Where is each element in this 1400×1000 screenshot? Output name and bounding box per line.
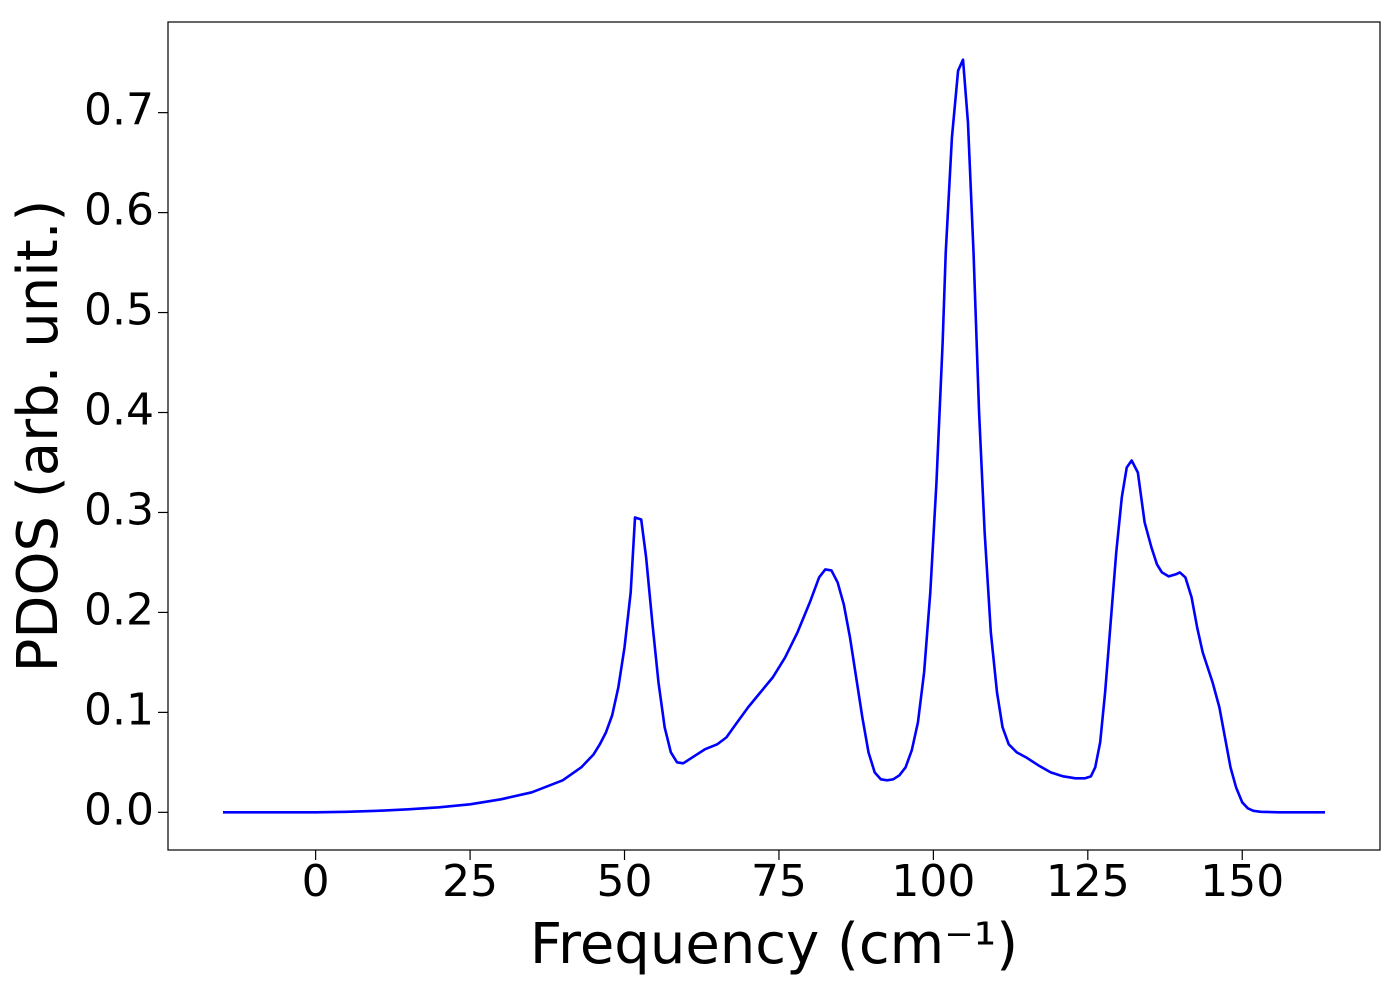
x-tick-label: 50 (597, 856, 653, 907)
x-axis-label: Frequency (cm⁻¹) (530, 912, 1018, 977)
y-tick-label: 0.0 (84, 784, 154, 835)
y-tick-label: 0.7 (84, 85, 154, 136)
y-tick-label: 0.5 (84, 285, 154, 336)
y-tick-label: 0.6 (84, 185, 154, 236)
x-tick-label: 100 (891, 856, 975, 907)
y-tick-label: 0.3 (84, 484, 154, 535)
y-tick-label: 0.1 (84, 684, 154, 735)
y-tick-label: 0.2 (84, 584, 154, 635)
x-tick-label: 150 (1200, 856, 1284, 907)
x-tick-label: 125 (1046, 856, 1130, 907)
x-tick-label: 75 (751, 856, 807, 907)
x-tick-label: 0 (302, 856, 330, 907)
y-tick-label: 0.4 (84, 385, 154, 436)
plot-frame (167, 21, 1381, 851)
y-axis-label: PDOS (arb. unit.) (6, 200, 71, 673)
line-series (222, 58, 1326, 814)
x-tick-label: 25 (442, 856, 498, 907)
